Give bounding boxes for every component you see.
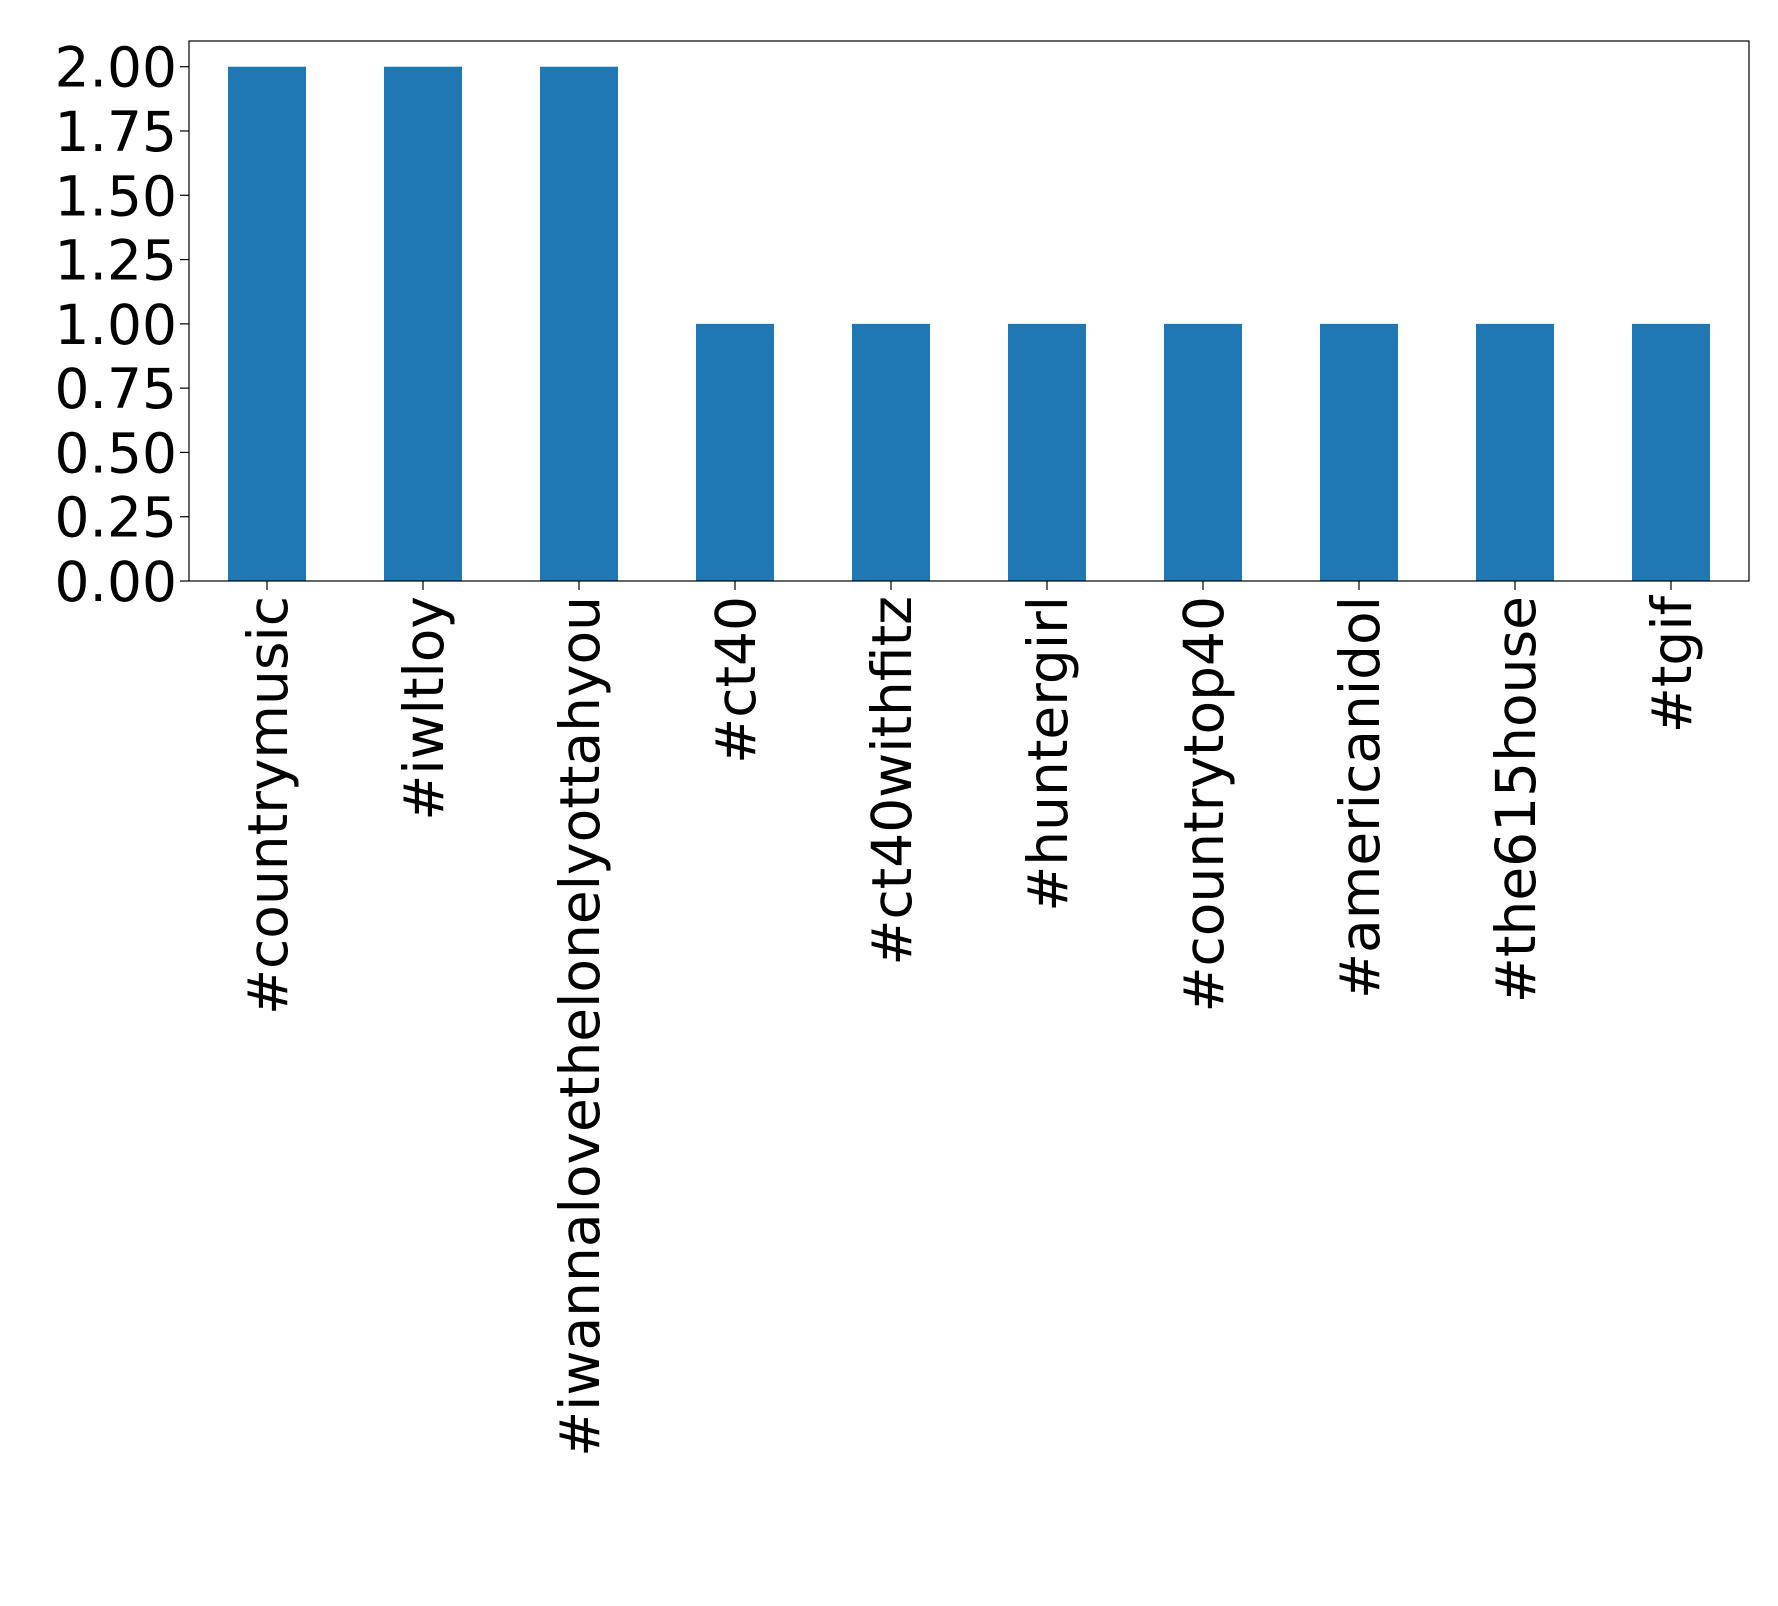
bar	[1008, 323, 1086, 581]
bar	[852, 323, 930, 581]
x-tick-label: #countrytop40	[1172, 596, 1236, 1013]
bar	[384, 66, 462, 581]
y-tick-label: 0.50	[55, 421, 177, 485]
x-tick-label: #huntergirl	[1016, 596, 1080, 912]
x-tick-label: #ct40withfitz	[860, 596, 924, 966]
bar	[696, 323, 774, 581]
bar	[1476, 323, 1554, 581]
bar	[540, 66, 618, 581]
plot-frame	[188, 40, 1750, 582]
x-tick-label: #ct40	[704, 596, 768, 764]
x-tick-label: #the615house	[1484, 596, 1548, 1003]
y-tick-label: 0.75	[55, 357, 177, 421]
y-tick-label: 2.00	[55, 36, 177, 100]
bar	[1164, 323, 1242, 581]
y-tick-label: 1.00	[55, 293, 177, 357]
y-tick-label: 1.50	[55, 164, 177, 228]
bar	[228, 66, 306, 581]
y-tick-label: 1.75	[55, 100, 177, 164]
y-tick-label: 0.00	[55, 550, 177, 614]
x-tick-label: #iwltloy	[392, 596, 456, 821]
bar	[1320, 323, 1398, 581]
x-tick-label: #tgif	[1640, 594, 1704, 733]
y-tick-label: 1.25	[55, 229, 177, 293]
bar	[1632, 323, 1710, 581]
x-tick-label: #americanidol	[1328, 596, 1392, 999]
x-tick-label: #countrymusic	[236, 596, 300, 1015]
x-tick-label: #iwannalovethelonelyottahyou	[548, 596, 612, 1457]
y-tick-label: 0.25	[55, 486, 177, 550]
